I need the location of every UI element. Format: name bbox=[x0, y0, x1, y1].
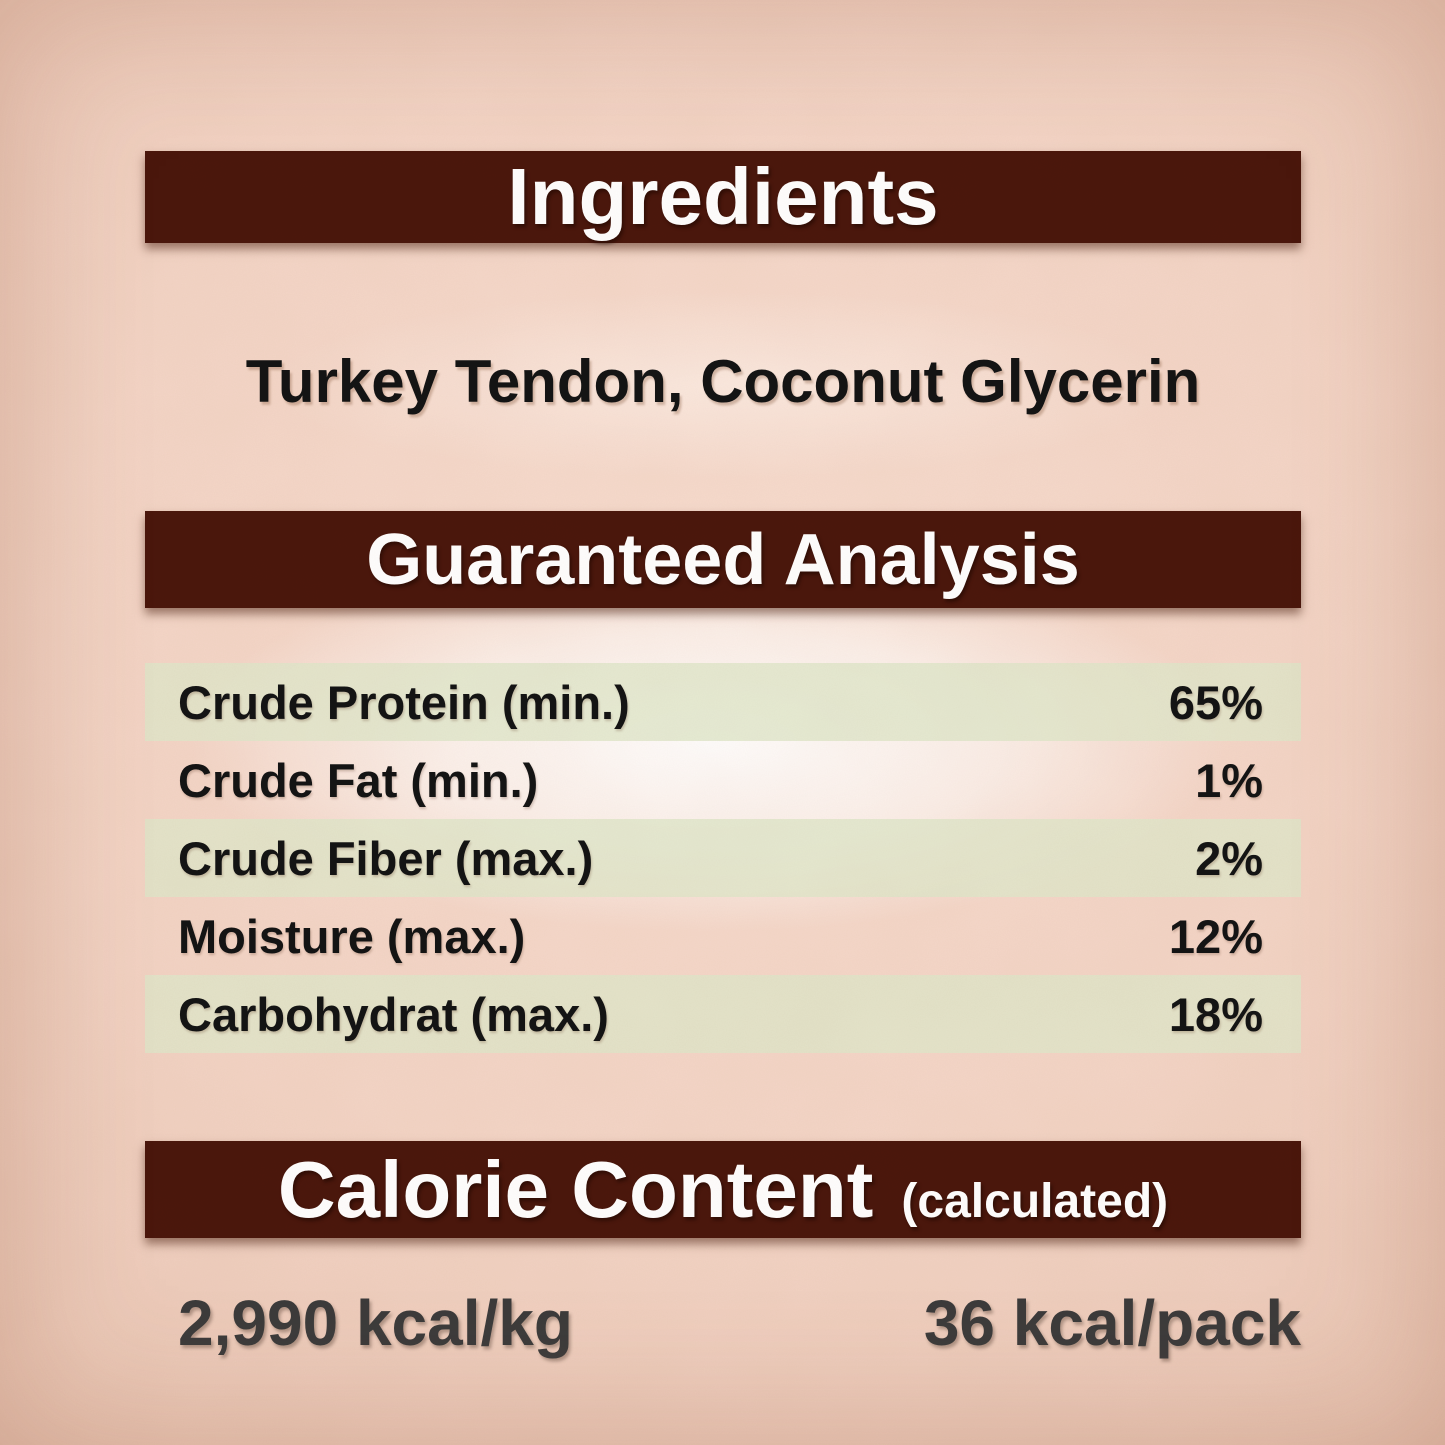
table-row: Carbohydrat (max.) 18% bbox=[145, 975, 1301, 1053]
table-row: Crude Fiber (max.) 2% bbox=[145, 819, 1301, 897]
ingredients-list: Turkey Tendon, Coconut Glycerin bbox=[245, 348, 1201, 415]
row-value: 12% bbox=[1168, 909, 1263, 963]
row-label: Carbohydrat (max.) bbox=[178, 987, 609, 1041]
calorie-content-heading: Calorie Content bbox=[277, 1144, 874, 1234]
guaranteed-analysis-table: Crude Protein (min.) 65% Crude Fat (min.… bbox=[145, 663, 1301, 1053]
row-value: 65% bbox=[1168, 675, 1263, 729]
guaranteed-analysis-banner: Guaranteed Analysis bbox=[145, 511, 1301, 608]
ingredients-heading: Ingredients bbox=[507, 152, 939, 241]
row-value: 2% bbox=[1195, 831, 1263, 885]
row-label: Crude Fat (min.) bbox=[178, 753, 539, 807]
calorie-values-row: 2,990 kcal/kg 36 kcal/pack bbox=[145, 1291, 1301, 1355]
row-label: Moisture (max.) bbox=[178, 909, 526, 963]
row-label: Crude Protein (min.) bbox=[178, 675, 630, 729]
row-value: 1% bbox=[1195, 753, 1263, 807]
ingredients-banner: Ingredients bbox=[145, 151, 1301, 243]
table-row: Crude Protein (min.) 65% bbox=[145, 663, 1301, 741]
guaranteed-analysis-heading: Guaranteed Analysis bbox=[366, 519, 1080, 600]
calorie-content-qualifier: (calculated) bbox=[901, 1175, 1169, 1228]
table-row: Moisture (max.) 12% bbox=[145, 897, 1301, 975]
calorie-content-banner: Calorie Content (calculated) bbox=[145, 1141, 1301, 1238]
calorie-per-pack: 36 kcal/pack bbox=[923, 1287, 1301, 1359]
row-value: 18% bbox=[1168, 987, 1263, 1041]
calorie-per-kg: 2,990 kcal/kg bbox=[178, 1287, 573, 1359]
row-label: Crude Fiber (max.) bbox=[178, 831, 594, 885]
table-row: Crude Fat (min.) 1% bbox=[145, 741, 1301, 819]
